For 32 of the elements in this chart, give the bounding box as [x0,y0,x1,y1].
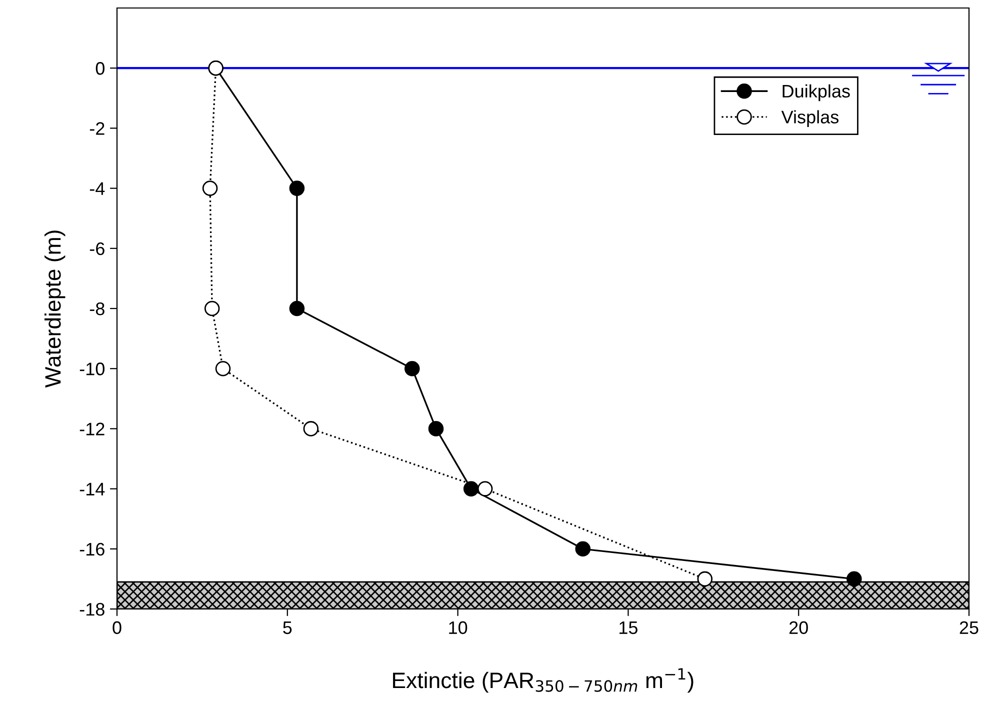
x-tick-label: 25 [960,621,978,634]
x-tick-label: 10 [449,621,468,634]
y-tick-label: 0 [96,62,104,75]
y-tick-label: -8 [90,302,104,316]
point [463,481,479,496]
y-tick-label: -14 [80,482,105,496]
point [289,180,305,196]
y-tick-label: -12 [80,422,104,436]
x-tick-label: 20 [789,621,808,634]
x-tick-label: 0 [112,621,122,634]
x-axis-title: Extinctie (PAR$_{350−750nm}$ m$^{−1}$) [393,668,694,693]
y-tick-label: -6 [90,242,104,256]
y-tick-label: -18 [80,602,104,616]
point [289,300,305,316]
point [303,421,319,436]
point [428,421,444,436]
point [697,571,713,587]
y-tick-label: -4 [90,182,105,195]
point [404,360,420,376]
x-tick-label: 5 [283,621,292,634]
point [215,360,231,376]
y-tick-label: -16 [80,542,104,556]
point [846,571,862,587]
point [204,300,220,316]
y-tick-label: -2 [90,122,104,135]
y-axis-title: Waterdiepte (m) [44,230,66,388]
legend-label: Visplas [781,110,839,128]
point [575,541,591,557]
x-tick-label: 15 [620,621,638,634]
legend-label: Duikplas [782,84,850,102]
y-tick-label: -10 [80,362,104,376]
point [202,180,218,196]
